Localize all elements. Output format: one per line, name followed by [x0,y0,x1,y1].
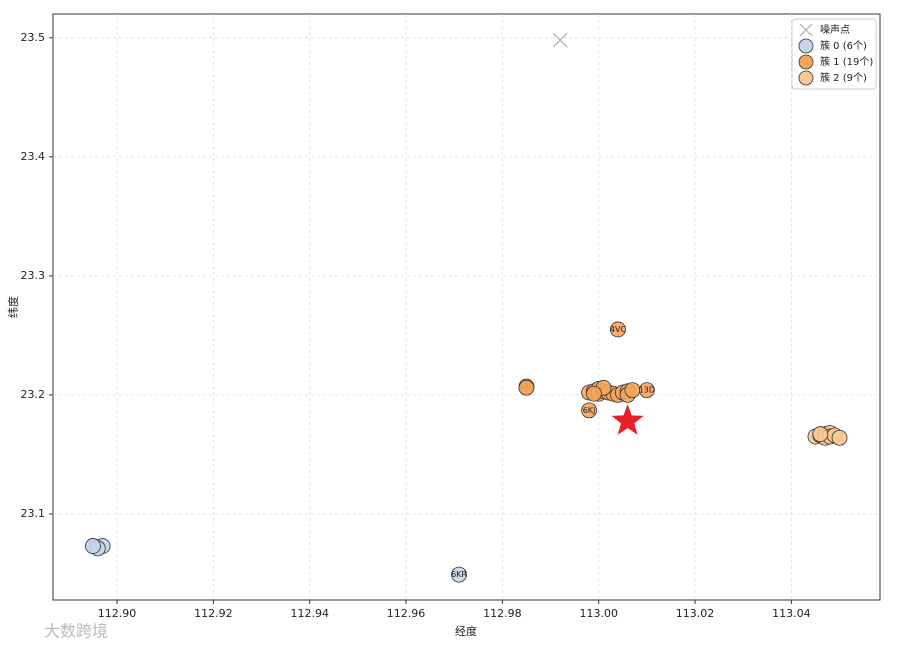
x-tick-label: 112.96 [387,607,426,620]
watermark: 大数跨境 [44,622,108,641]
legend-label: 簇 1 (19个) [820,55,873,68]
x-axis-label: 经度 [455,624,477,638]
point-label: 6KJ [583,406,596,415]
cluster-point [638,382,655,399]
cluster-point [585,385,602,402]
x-tick-label: 112.98 [483,607,522,620]
cluster-point [518,379,535,396]
cluster-point [624,382,641,399]
legend-marker [798,70,814,86]
cluster-point [451,566,467,583]
y-axis-label: 纬度 [6,296,20,318]
y-tick-label: 23.4 [21,150,46,163]
point-label: 13D [639,386,655,395]
cluster-point [581,402,597,419]
y-tick-label: 23.1 [21,507,46,520]
legend-box [791,18,877,90]
y-tick-label: 23.5 [21,31,46,44]
y-tick-label: 23.3 [21,269,46,282]
cluster-point [610,321,626,338]
legend-label: 簇 2 (9个) [820,71,867,84]
legend-marker [798,38,814,54]
noise-point [552,32,568,48]
cluster-point [831,429,848,446]
cluster-point [85,538,101,554]
grid [53,14,880,600]
legend-marker [799,23,813,37]
point-label: 4VC [610,325,627,334]
point-label: 6KR [451,570,467,579]
x-tick-label: 112.94 [290,607,329,620]
legend-label: 噪声点 [820,23,850,36]
x-tick-label: 112.90 [98,607,137,620]
x-tick-label: 113.04 [772,607,811,620]
x-tick-label: 113.00 [579,607,618,620]
x-tick-label: 112.92 [194,607,233,620]
legend-label: 簇 0 (6个) [820,39,867,52]
legend-marker [798,54,814,70]
plot-frame [52,13,881,601]
center-star [611,404,644,435]
cluster-point [812,426,829,443]
y-tick-label: 23.2 [21,388,46,401]
x-tick-label: 113.02 [676,607,715,620]
